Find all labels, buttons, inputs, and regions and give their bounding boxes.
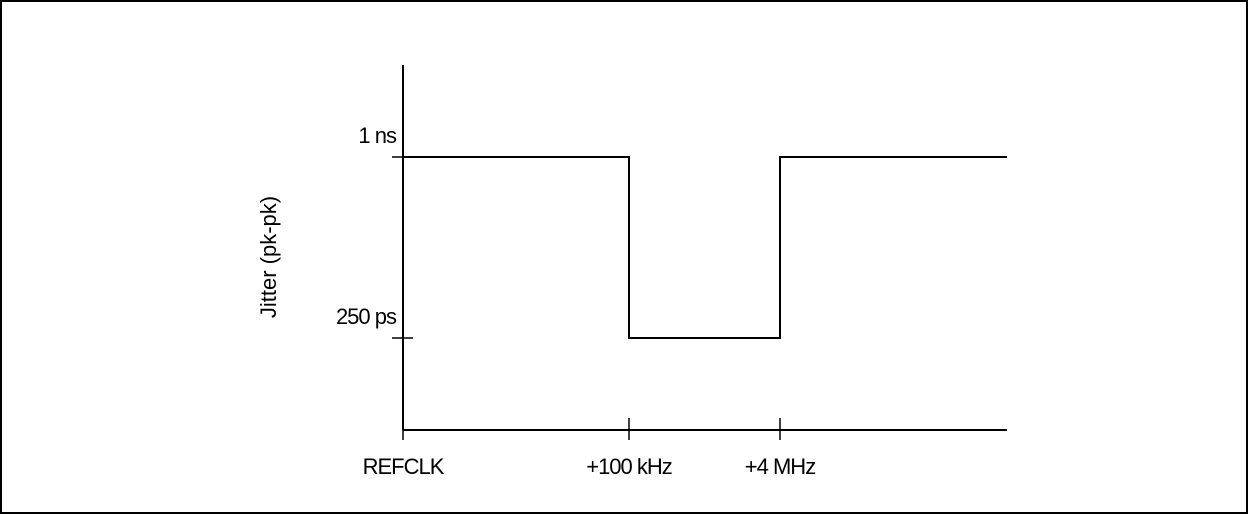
- x-tick-label-100khz: +100 kHz: [586, 454, 672, 479]
- tick-group: REFCLK +100 kHz +4 MHz 1 ns 250 ps: [336, 123, 816, 479]
- jitter-mask-series-line: [403, 156, 1007, 339]
- x-tick-label-4mhz: +4 MHz: [745, 454, 815, 479]
- y-tick-label-250ps: 250 ps: [336, 304, 397, 329]
- y-tick-label-1ns: 1 ns: [358, 123, 397, 148]
- y-axis-label: Jitter (pk-pk): [256, 196, 281, 318]
- x-tick-label-refclk: REFCLK: [363, 454, 445, 479]
